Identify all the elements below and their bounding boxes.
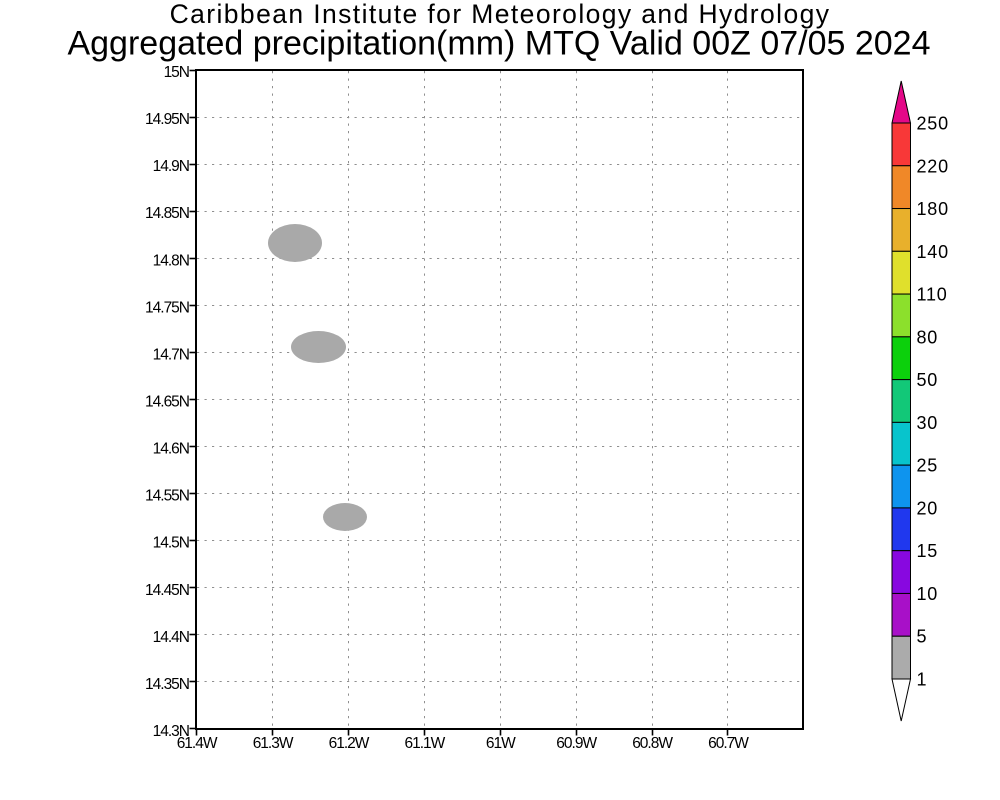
svg-text:250: 250 [917,114,949,134]
svg-text:14.4N: 14.4N [153,629,189,646]
svg-text:30: 30 [917,413,939,433]
svg-text:14.35N: 14.35N [145,676,189,693]
svg-text:20: 20 [917,498,939,518]
svg-text:14.55N: 14.55N [145,488,189,505]
svg-text:60.9W: 60.9W [556,735,597,752]
svg-text:10: 10 [917,584,939,604]
svg-text:61.2W: 61.2W [329,735,370,752]
svg-text:180: 180 [917,199,949,219]
svg-text:60.8W: 60.8W [632,735,673,752]
svg-text:140: 140 [917,242,949,262]
svg-text:Aggregated precipitation(mm) M: Aggregated precipitation(mm) MTQ Valid 0… [67,25,930,63]
svg-text:14.8N: 14.8N [153,252,189,269]
svg-text:50: 50 [917,370,939,390]
svg-text:220: 220 [917,156,949,176]
svg-text:14.5N: 14.5N [153,535,189,552]
svg-text:14.85N: 14.85N [145,205,189,222]
svg-text:14.75N: 14.75N [145,299,189,316]
svg-text:Caribbean Institute for Meteor: Caribbean Institute for Meteorology and … [170,0,831,29]
svg-text:1: 1 [917,670,928,690]
svg-text:14.7N: 14.7N [153,346,189,363]
svg-text:61.1W: 61.1W [404,735,445,752]
svg-text:5: 5 [917,627,928,647]
svg-text:14.95N: 14.95N [145,111,189,128]
svg-text:15: 15 [917,541,939,561]
svg-text:14.65N: 14.65N [145,394,189,411]
svg-text:61W: 61W [486,735,516,752]
svg-text:14.3N: 14.3N [153,723,189,740]
svg-text:25: 25 [917,456,939,476]
svg-text:60.7W: 60.7W [708,735,749,752]
svg-text:61.3W: 61.3W [253,735,294,752]
svg-text:61.4W: 61.4W [177,735,218,752]
svg-text:110: 110 [917,285,948,305]
svg-text:80: 80 [917,327,939,347]
svg-text:14.9N: 14.9N [153,158,189,175]
svg-text:14.6N: 14.6N [153,441,189,458]
svg-text:14.45N: 14.45N [145,582,189,599]
svg-text:15N: 15N [164,64,189,81]
